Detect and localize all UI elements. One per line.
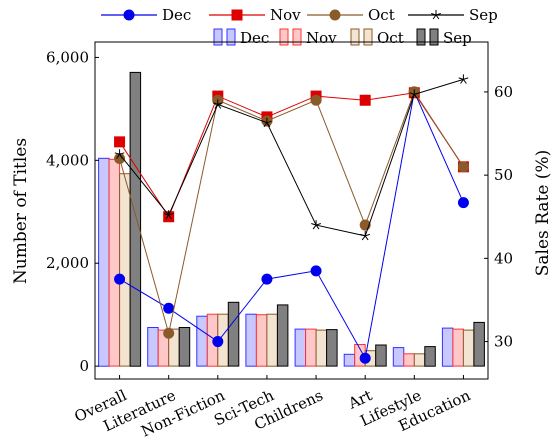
line-sep [119, 78, 464, 237]
legend-bar-label: Nov [306, 29, 337, 47]
point-oct-childrens [310, 94, 322, 106]
legend-line-label: Nov [270, 6, 301, 24]
legend-line-label: Dec [162, 6, 191, 24]
bar-oct-overall [119, 173, 131, 367]
bar-dec-art [343, 353, 356, 367]
legend-bar-dec-a [213, 28, 223, 46]
bar-oct-lifestyle [413, 353, 426, 367]
bar-nov-overall [108, 158, 121, 367]
bar-dec-sci-tech [245, 313, 257, 367]
bar-nov-education [452, 328, 464, 367]
bar-dec-literature [147, 327, 159, 367]
legend-bar-label: Sep [443, 29, 472, 47]
bar-sep-childrens [326, 329, 338, 367]
point-dec-childrens [310, 265, 322, 277]
legend-bar-nov-b [292, 28, 302, 46]
plot-frame [94, 41, 489, 380]
legend-marker-dec [123, 9, 135, 21]
point-oct-education [457, 161, 469, 173]
bar-nov-childrens [305, 328, 317, 367]
right-tick-label: 30 [494, 333, 513, 351]
bar-sep-art [375, 344, 387, 367]
point-nov-overall [114, 136, 126, 148]
legend-bar-oct-b [363, 28, 373, 46]
legend-marker-sep [431, 10, 441, 20]
line-dec [119, 90, 464, 360]
left-tick-label: 6,000 [46, 48, 89, 66]
left-axis-title: Number of Titles [11, 138, 31, 284]
point-sep-lifestyle [409, 89, 420, 99]
right-tick-label: 60 [494, 83, 513, 101]
bar-dec-education [441, 327, 454, 367]
right-axis-title: Sales Rate (%) [533, 150, 553, 276]
left-tick-label: 2,000 [46, 254, 89, 272]
bar-sep-education [473, 321, 485, 367]
bar-sep-sci-tech [276, 304, 289, 367]
bar-dec-childrens [294, 328, 307, 367]
line-nov [119, 92, 464, 218]
bar-dec-overall [98, 157, 110, 367]
bar-sep-literature [178, 327, 191, 367]
legend-bar-label: Dec [240, 29, 269, 47]
legend-line-label: Oct [368, 6, 395, 24]
point-dec-education [457, 197, 469, 209]
right-axis: 30 40 50 60 [484, 83, 513, 351]
x-axis: OverallLiteratureNon-FictionSci-TechChil… [72, 375, 473, 438]
point-dec-art [359, 352, 371, 364]
lines [114, 74, 469, 364]
legend-line-label: Sep [469, 6, 498, 24]
right-tick-label: 50 [494, 166, 513, 184]
bar-dec-lifestyle [392, 347, 405, 367]
legend-bar-dec-b [226, 28, 236, 46]
legend-bar-oct-a [350, 28, 360, 46]
bar-sep-non-fiction [227, 301, 240, 367]
legend-bars: Dec Nov Oct Sep [213, 28, 472, 47]
left-tick-label: 4,000 [46, 151, 89, 169]
legend-bar-sep-b [429, 28, 439, 46]
legend-lines: Dec Nov Oct Sep [101, 6, 498, 24]
point-sep-sci-tech [262, 117, 272, 128]
bar-nov-sci-tech [255, 314, 268, 367]
point-sep-art [360, 230, 371, 241]
point-sep-childrens [311, 220, 321, 230]
right-tick-label: 40 [494, 249, 513, 267]
legend-bar-nov-a [279, 28, 289, 46]
bar-sep-lifestyle [424, 346, 436, 367]
legend-marker-nov [231, 9, 243, 21]
bar-oct-education [462, 329, 475, 367]
bar-oct-childrens [315, 329, 328, 367]
point-dec-non-fiction [212, 336, 224, 348]
bars [98, 71, 485, 367]
bar-oct-sci-tech [266, 313, 278, 367]
legend-bar-sep-a [416, 28, 426, 46]
point-sep-education [458, 74, 469, 84]
point-sep-literature [163, 210, 174, 220]
line-oct [119, 90, 464, 334]
left-tick-label: 0 [79, 357, 89, 375]
bar-sep-overall [129, 71, 142, 367]
bar-dec-non-fiction [196, 315, 208, 367]
legend-marker-oct [329, 9, 341, 21]
point-sep-overall [114, 149, 125, 159]
bar-nov-lifestyle [403, 353, 415, 367]
point-dec-literature [163, 302, 175, 314]
point-oct-literature [163, 327, 175, 339]
point-sep-non-fiction [212, 99, 223, 109]
point-dec-overall [114, 273, 126, 285]
point-nov-art [359, 94, 371, 106]
legend-bar-label: Oct [377, 29, 404, 47]
point-dec-sci-tech [261, 273, 273, 285]
left-axis: 0 2,000 4,000 6,000 [46, 48, 99, 375]
